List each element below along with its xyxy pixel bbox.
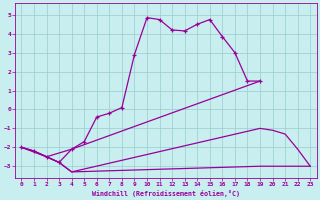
X-axis label: Windchill (Refroidissement éolien,°C): Windchill (Refroidissement éolien,°C): [92, 190, 240, 197]
